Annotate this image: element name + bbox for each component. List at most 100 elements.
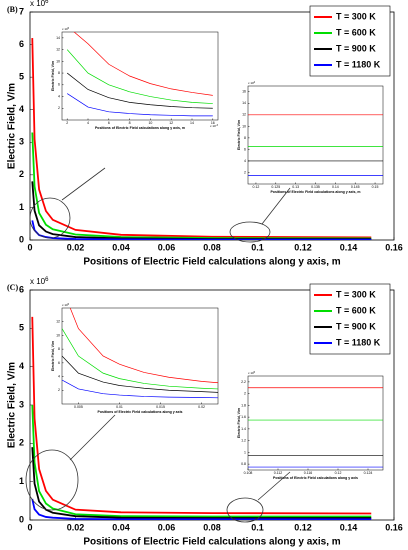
data-line [73,32,213,96]
zoom-ellipse [226,497,264,523]
plot-area [247,85,384,185]
x-tick-label: 0.12 [294,522,312,532]
multiplier-exponent: 5 [68,27,70,30]
y-multiplier: x 105 [62,303,70,307]
zoom-ellipse [229,221,271,243]
data-line [31,498,372,520]
y-tick-label: 1.4 [241,427,246,431]
data-line [31,316,372,515]
inset-chart: 0.108 0.112 0.116 0.12 0.124 0.8 1 1.2 1.4 1.6 1.8… [237,371,384,480]
x-tick-label: 0.16 [385,242,403,252]
x-tick-label: 0.108 [244,471,253,475]
y-tick-label: 2 [244,170,246,174]
annotations [25,167,291,523]
legend-label: T = 900 K [336,43,376,53]
data-line [66,72,213,109]
y-tick-label: 1 [244,450,246,454]
x-tick-label: 0.12 [294,242,312,252]
y-tick-label: 3 [19,137,24,147]
multiplier-exponent: 5 [254,371,256,374]
legend-label: T = 900 K [336,321,376,331]
x-axis-label: Positions of Electric Field calculations… [95,126,185,130]
x-tick-label: 0.12 [335,471,342,475]
x-tick-label: 0.112 [274,471,283,475]
legend-label: T = 1180 K [336,337,381,347]
multiplier-exponent: 6 [45,277,49,283]
y-tick-label: 2 [58,106,60,110]
y-tick-label: 5 [19,323,24,333]
x-tick-label: 10 [148,121,152,125]
x-multiplier: x 10-3 [210,124,219,128]
multiplier-base: x 10 [62,303,68,307]
y-tick-label: 1.2 [241,439,246,443]
x-tick-label: 0.06 [158,522,176,532]
x-axis-label: Positions of Electric Field calculations… [270,190,360,194]
y-tick-label: 4 [19,361,24,371]
x-tick-label: 0.15 [372,185,379,189]
panel-label: (C) [7,283,18,292]
y-tick-label: 6 [19,284,24,294]
data-line [62,379,218,399]
inset-chart: 2 4 6 8 10 12 14 16 2 4 6 8 10 12 14 x 105 x 10-3 Positio… [51,27,219,130]
y-multiplier: x 106 [30,277,49,287]
y-axis-label: Electric Field, V/m [51,341,55,371]
y-tick-label: 2 [58,388,60,392]
inset-chart: 0.12 0.125 0.13 0.135 0.14 0.145 0.15 2 4 6 8 10 12 1… [237,81,384,194]
y-multiplier: x 106 [30,0,49,8]
y-axis-label: Electric Field, V/m [237,120,241,150]
y-tick-label: 1 [19,476,24,486]
y-axis-label: Electric Field, V/m [7,83,18,169]
x-tick-label: 0.02 [67,242,85,252]
y-tick-label: 4 [19,104,24,114]
y-tick-label: 12 [56,320,60,324]
y-tick-label: 1 [19,202,24,212]
y-tick-label: 8 [58,71,60,75]
y-tick-label: 0.8 [241,462,246,466]
x-tick-label: 8 [129,121,131,125]
x-tick-label: 0.015 [156,405,165,409]
x-tick-label: 0.02 [198,405,205,409]
y-multiplier: x 105 [248,371,256,375]
x-tick-label: 0.005 [74,405,83,409]
y-tick-label: 0 [19,514,24,524]
data-line [31,404,372,518]
x-tick-label: 0.02 [67,522,85,532]
legend-label: T = 600 K [336,27,376,37]
data-line [31,38,372,239]
zoom-arrow [69,414,116,461]
data-line [67,93,213,117]
y-tick-label: 10 [56,59,60,63]
x-tick-label: 0.125 [271,185,280,189]
y-axis-label: Electric Field, V/m [51,61,55,91]
y-tick-label: 6 [244,147,246,151]
x-axis-label: Positions of Electric Field calculations… [98,410,183,414]
x-axis-label: Positions of Electric Field calculations… [83,537,340,548]
zoom-arrow [61,167,106,201]
x-axis-label: Positions of Electric Field calculations… [273,476,358,480]
data-line [66,49,213,104]
x-tick-label: 0.14 [332,185,339,189]
x-axis-label: Positions of Electric Field calculations… [83,257,340,268]
x-tick-label: 0.04 [112,522,130,532]
x-tick-label: 0.08 [203,242,221,252]
y-tick-label: 12 [56,48,60,52]
x-tick-label: 0.06 [158,242,176,252]
data-line [31,132,372,240]
y-tick-label: 14 [242,101,246,105]
y-tick-label: 10 [242,124,246,128]
legend-label: T = 600 K [336,305,376,315]
y-tick-label: 14 [56,36,60,40]
y-tick-label: 16 [242,90,246,94]
x-tick-label: 0.01 [116,405,123,409]
multiplier-base: x 10 [30,277,46,286]
y-tick-label: 6 [58,361,60,365]
y-tick-label: 8 [58,347,60,351]
multiplier-base: x 10 [62,27,68,31]
x-tick-label: 0.14 [340,242,358,252]
zoom-arrow [261,187,291,225]
inset-chart: 0.005 0.01 0.015 0.02 2 4 6 8 10 12 x 105 Positions… [51,303,219,414]
x-tick-label: 14 [190,121,194,125]
data-line [62,355,218,393]
x-tick-label: 0.124 [364,471,373,475]
